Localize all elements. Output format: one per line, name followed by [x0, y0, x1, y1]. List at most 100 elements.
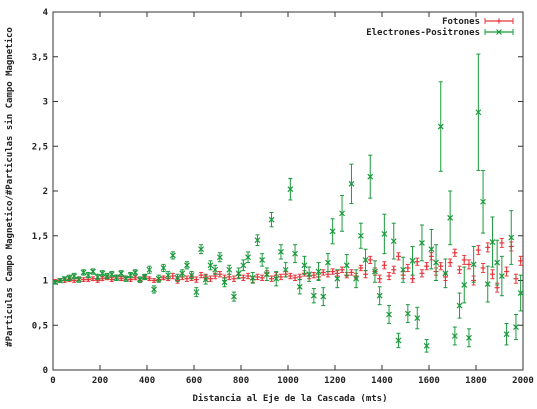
data-point [419, 224, 425, 262]
data-point [198, 244, 204, 255]
data-point [404, 304, 411, 324]
data-point [320, 269, 326, 276]
data-point [259, 253, 266, 267]
data-point [292, 274, 298, 281]
legend-marker [496, 29, 502, 35]
data-point [508, 210, 515, 265]
data-point [343, 254, 350, 277]
x-tick-label: 600 [186, 376, 202, 386]
data-point [395, 332, 402, 349]
data-point [75, 276, 82, 283]
data-point [372, 260, 378, 283]
data-point [151, 285, 157, 294]
y-axis-ticks: 0 0,5 1 1,5 2 2,5 3 3,5 4 [32, 8, 523, 376]
x-tick-label: 800 [233, 376, 249, 386]
data-point [437, 81, 444, 172]
data-point [240, 274, 246, 281]
data-point [310, 288, 317, 304]
data-point [212, 264, 219, 275]
data-point [99, 276, 105, 282]
data-point [57, 277, 63, 284]
data-point [245, 251, 251, 264]
x-tick-label: 1600 [418, 376, 440, 386]
data-point [518, 255, 524, 266]
data-point [217, 271, 223, 278]
data-point [456, 292, 463, 319]
data-point [297, 273, 303, 281]
data-point [362, 248, 369, 272]
data-point [169, 251, 176, 260]
data-point [461, 254, 467, 265]
data-point [466, 328, 472, 348]
x-tick-label: 0 [50, 376, 55, 386]
data-point [151, 278, 157, 283]
data-point [498, 255, 505, 297]
data-point [353, 269, 360, 289]
data-point [165, 271, 172, 280]
data-point [329, 218, 336, 245]
data-point [320, 287, 327, 307]
data-point [235, 267, 242, 280]
legend-item-2: Electrones-Positrones [366, 27, 514, 38]
data-point [109, 277, 115, 283]
data-point [381, 261, 387, 270]
y-tick-label: 3 [43, 98, 48, 108]
data-point [207, 260, 214, 271]
data-point [99, 270, 106, 277]
x-tick-label: 1400 [371, 376, 393, 386]
data-point [71, 272, 78, 280]
data-point [231, 291, 237, 302]
data-point [184, 261, 190, 270]
y-tick-label: 3,5 [32, 53, 48, 63]
data-point [367, 255, 373, 264]
data-point [90, 268, 96, 275]
data-point [94, 273, 101, 281]
data-point [202, 274, 209, 285]
data-point [358, 264, 364, 272]
data-point [414, 257, 420, 266]
data-point [438, 262, 444, 271]
data-point [503, 322, 510, 346]
data-point [282, 262, 289, 278]
data-point [278, 244, 284, 260]
data-point [381, 213, 388, 255]
data-point [325, 253, 331, 273]
data-point [339, 266, 345, 273]
series-2 [52, 53, 524, 353]
data-point [348, 269, 354, 276]
x-axis-ticks: 0 200 400 600 800 1000 1200 1400 1600 1800 2000 [50, 12, 534, 386]
data-point [386, 271, 392, 281]
data-point [85, 271, 92, 279]
x-tick-label: 1800 [465, 376, 487, 386]
data-point [414, 306, 421, 330]
data-point [423, 339, 430, 353]
data-point [132, 275, 138, 281]
data-point [339, 194, 345, 232]
data-point [480, 262, 486, 273]
data-point [254, 273, 260, 281]
data-point [193, 287, 200, 298]
data-point [155, 274, 162, 283]
data-point [193, 276, 199, 283]
data-point [428, 228, 435, 270]
x-tick-label: 400 [139, 376, 155, 386]
data-point [61, 275, 68, 282]
y-tick-label: 0,5 [32, 321, 48, 331]
data-point [357, 222, 364, 249]
data-point [245, 272, 251, 280]
data-point [390, 222, 397, 260]
y-axis-label: #Particulas Campo Magnetico/#Particulas … [4, 27, 15, 347]
data-point [395, 252, 401, 261]
legend-marker [496, 18, 502, 24]
data-point [499, 237, 505, 248]
y-tick-label: 1,5 [32, 232, 48, 242]
data-point [301, 255, 308, 275]
data-point [513, 314, 519, 341]
data-point [268, 211, 275, 228]
data-point [278, 273, 284, 281]
data-point [424, 262, 430, 271]
data-point [494, 239, 501, 286]
data-point [386, 305, 392, 324]
series-layer [52, 53, 524, 353]
data-point [311, 271, 317, 279]
